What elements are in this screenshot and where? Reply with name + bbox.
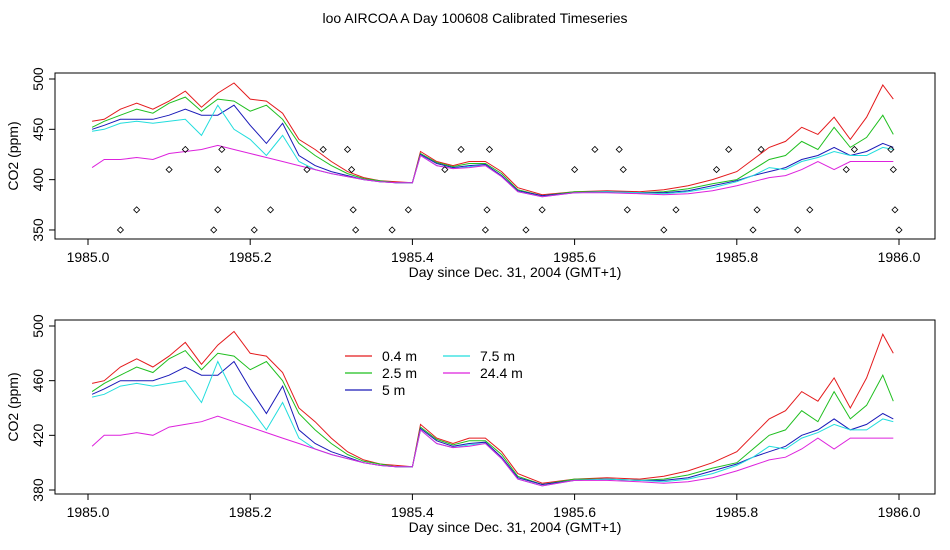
panel1-scatter-point xyxy=(850,145,858,154)
panel1-scatter-point xyxy=(210,226,218,234)
panel2-y-tick-label: 460 xyxy=(30,369,46,393)
panel2-series-line-2-5-m xyxy=(91,349,894,486)
panel1-x-axis-label: Day since Dec. 31, 2004 (GMT+1) xyxy=(409,264,622,280)
panel2-x-tick-label: 1985.2 xyxy=(229,504,272,520)
panel2-x-axis-label: Day since Dec. 31, 2004 (GMT+1) xyxy=(409,519,622,535)
panel1-scatter-point xyxy=(266,206,275,214)
panel1-scatter-point xyxy=(887,145,895,154)
panel1-scatter-point xyxy=(349,206,357,214)
panel1-x-tick-label: 1985.0 xyxy=(67,249,110,265)
legend-label: 2.5 m xyxy=(382,365,417,381)
panel1-x-tick-label: 1985.8 xyxy=(715,249,758,265)
panel1-scatter-point xyxy=(404,206,412,214)
legend-label: 5 m xyxy=(382,382,405,398)
panel2-y-tick-label: 420 xyxy=(30,423,46,447)
panel1-series-line-2-5-m xyxy=(91,96,894,197)
panel1-scatter-point xyxy=(218,145,226,154)
panel1-scatter-point xyxy=(214,206,222,214)
panel1-scatter-point xyxy=(303,166,311,174)
panel1-y-tick-label: 500 xyxy=(30,67,46,91)
panel1-series-line-5-m xyxy=(91,104,894,197)
panel1-scatter-point xyxy=(181,145,189,154)
panel2-plot-frame xyxy=(54,319,936,495)
panel1-scatter-point xyxy=(481,226,489,234)
panel1-scatter-point xyxy=(623,206,631,214)
panel1-x-tick-label: 1986.0 xyxy=(878,249,921,265)
panel1-scatter-point xyxy=(388,226,396,234)
panel1-series-line-7-5-m xyxy=(92,104,894,198)
panel1-scatter-point xyxy=(165,166,173,174)
panel1-scatter-point xyxy=(794,226,802,234)
panel1-scatter-point xyxy=(615,145,623,154)
panel2-series-line-0-4-m xyxy=(91,330,894,484)
panel1-scatter-point xyxy=(457,145,465,154)
panel1-scatter-point xyxy=(538,206,546,214)
panel1-scatter-point xyxy=(441,166,449,174)
panel1-scatter-point xyxy=(672,206,680,214)
panel1-scatter-point xyxy=(895,226,903,234)
legend-label: 24.4 m xyxy=(480,365,523,381)
panel1-scatter-point xyxy=(842,166,850,174)
panel1-x-tick-label: 1985.4 xyxy=(391,249,434,265)
panel1-scatter-point xyxy=(591,145,599,154)
panel1-plot-frame xyxy=(54,72,936,240)
panel1-y-axis-label: CO2 (ppm) xyxy=(5,121,21,190)
panel1-x-tick-label: 1985.2 xyxy=(229,249,272,265)
panel1-scatter-point xyxy=(522,226,530,234)
panel1-y-tick-label: 450 xyxy=(30,117,46,141)
panel1-scatter-point xyxy=(619,166,627,174)
legend-label: 0.4 m xyxy=(382,348,417,364)
panel2-x-tick-label: 1985.6 xyxy=(553,504,596,520)
panel2-y-tick-label: 380 xyxy=(30,478,46,502)
panel1-scatter-point xyxy=(757,145,765,154)
panel1-scatter-point xyxy=(753,206,761,214)
panel1-scatter-point xyxy=(889,166,897,174)
panel1-scatter-point xyxy=(725,145,733,154)
panel2-series-line-24-4-m xyxy=(91,415,894,487)
panel1-x-tick-label: 1985.6 xyxy=(553,249,596,265)
legend-label: 7.5 m xyxy=(480,348,515,364)
panel1-scatter-point xyxy=(214,166,222,174)
panel1-scatter-point xyxy=(712,166,721,174)
panel1-scatter-point xyxy=(116,226,125,234)
panel2-y-tick-label: 500 xyxy=(30,314,46,338)
legend: 0.4 m2.5 m5 m 7.5 m24.4 m xyxy=(345,348,523,398)
panel1-scatter-point xyxy=(749,226,757,234)
panel2-x-tick-label: 1985.0 xyxy=(67,504,110,520)
panel1-scatter-point xyxy=(660,226,668,234)
panel1-scatter-point xyxy=(348,166,356,174)
panel1-scatter-point xyxy=(133,206,141,214)
panel1-scatter-point xyxy=(891,206,899,214)
page-title: loo AIRCOA A Day 100608 Calibrated Times… xyxy=(322,10,628,26)
panel2-y-axis-label: CO2 (ppm) xyxy=(5,372,21,441)
panel1-scatter-point xyxy=(319,145,327,154)
panel1-scatter-point xyxy=(343,145,352,154)
panel1-scatter-point xyxy=(352,226,360,234)
panel1-scatter-point xyxy=(250,226,258,234)
panel1-scatter-point xyxy=(806,206,814,214)
panel1-scatter-point xyxy=(485,145,494,154)
panel2-x-tick-label: 1985.4 xyxy=(391,504,434,520)
panel1-y-tick-label: 400 xyxy=(30,168,46,192)
panel2-series-line-5-m xyxy=(91,360,894,486)
panel1-y-tick-label: 350 xyxy=(30,218,46,242)
panel1-scatter-point xyxy=(571,166,579,174)
panel1-series-line-0-4-m xyxy=(92,82,894,196)
panel1-scatter-point xyxy=(483,206,491,214)
panel2-x-tick-label: 1986.0 xyxy=(878,504,921,520)
panel2-x-tick-label: 1985.8 xyxy=(715,504,758,520)
